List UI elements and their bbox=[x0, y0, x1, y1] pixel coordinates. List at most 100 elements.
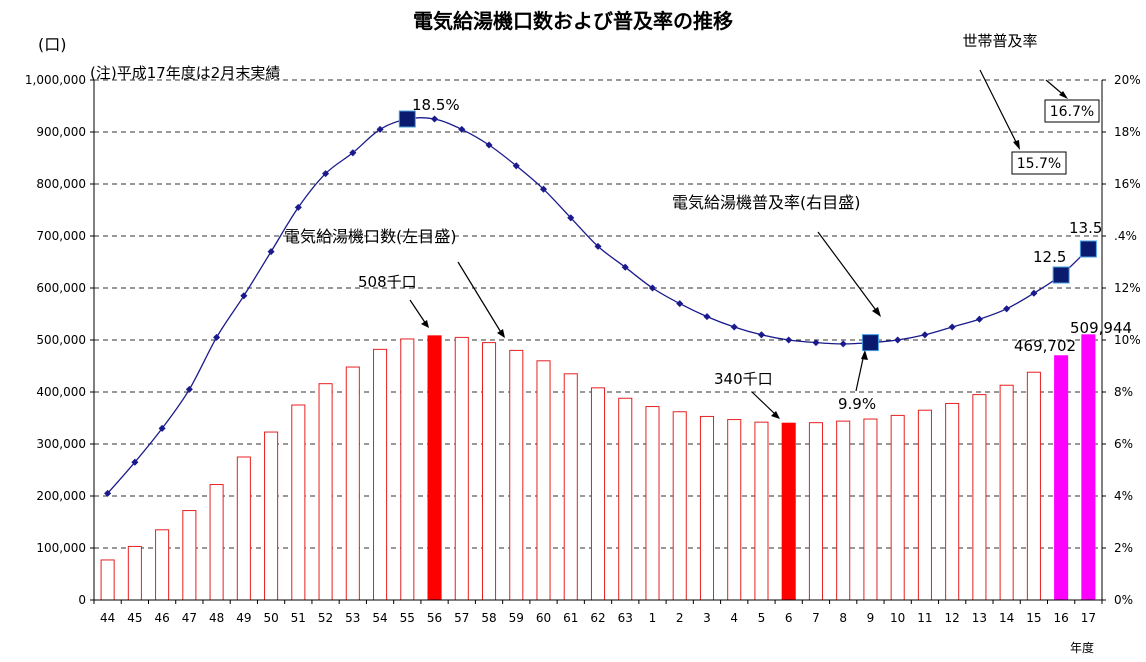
rate-marker bbox=[349, 149, 357, 157]
arrow-min-rate bbox=[855, 353, 865, 392]
rate-marker-large bbox=[398, 110, 416, 128]
x-axis-label: 年度 bbox=[1070, 640, 1094, 655]
bar bbox=[1054, 355, 1069, 601]
axes bbox=[93, 80, 1103, 601]
rate-marker bbox=[376, 125, 384, 133]
x-tick-label: 54 bbox=[372, 611, 387, 625]
chart-note: (注)平成17年度は2月末実績 bbox=[90, 64, 280, 82]
left-axis-unit: (口) bbox=[38, 35, 67, 54]
household-rate-17-box bbox=[1044, 99, 1100, 123]
left-tick-label: 600,000 bbox=[36, 281, 86, 295]
rate-marker bbox=[322, 170, 330, 178]
bar bbox=[345, 366, 360, 601]
x-tick-label: 8 bbox=[839, 611, 847, 625]
rate-marker bbox=[839, 340, 847, 348]
x-tick-label: 45 bbox=[127, 611, 142, 625]
count-17-label: 509,944 bbox=[1070, 319, 1132, 337]
x-tick-label: 49 bbox=[236, 611, 251, 625]
bar bbox=[454, 336, 469, 601]
rate-marker bbox=[1030, 289, 1038, 297]
rate-16-label: 12.5 bbox=[1033, 248, 1066, 266]
x-tick-label: 56 bbox=[427, 611, 442, 625]
rate-marker bbox=[458, 125, 466, 133]
x-tick-label: 10 bbox=[890, 611, 905, 625]
bar bbox=[808, 422, 823, 601]
left-tick-label: 700,000 bbox=[36, 229, 86, 243]
line-series-label: 電気給湯機普及率(右目盛) bbox=[672, 193, 861, 212]
bar bbox=[590, 387, 606, 601]
bar bbox=[699, 415, 715, 601]
x-tick-label: 3 bbox=[703, 611, 711, 625]
rate-marker bbox=[1003, 305, 1011, 313]
rate-marker bbox=[213, 333, 221, 341]
min-rate-label: 9.9% bbox=[838, 395, 876, 413]
bar bbox=[100, 559, 115, 601]
right-axis: 0% 2% 4% 6% 8% 10% 12% .4% 16% 18% 20% bbox=[1102, 73, 1141, 607]
rate-17-label: 13.5 bbox=[1069, 219, 1102, 237]
x-tick-label: 55 bbox=[400, 611, 415, 625]
x-tick-label: 63 bbox=[618, 611, 633, 625]
bar bbox=[509, 349, 524, 601]
right-tick-label: 18% bbox=[1114, 125, 1141, 139]
bar bbox=[917, 409, 932, 601]
right-tick-label: .4% bbox=[1114, 229, 1137, 243]
x-tick-label: 5 bbox=[758, 611, 766, 625]
bar bbox=[427, 335, 442, 601]
chart-title: 電気給湯機口数および普及率の推移 bbox=[413, 9, 733, 33]
left-tick-label: 1,000,000 bbox=[25, 73, 86, 87]
household-rate-16-box bbox=[1011, 151, 1067, 175]
bar bbox=[318, 383, 333, 601]
left-tick-label: 0 bbox=[78, 593, 86, 607]
min-count-label: 340千口 bbox=[714, 370, 773, 388]
rate-marker bbox=[158, 424, 166, 432]
bar bbox=[890, 414, 905, 601]
arrowhead-bar-series bbox=[497, 329, 505, 338]
x-tick-label: 48 bbox=[209, 611, 224, 625]
left-tick-label: 200,000 bbox=[36, 489, 86, 503]
x-tick-label: 61 bbox=[563, 611, 578, 625]
count-16-label: 469,702 bbox=[1014, 337, 1076, 355]
bar bbox=[618, 397, 633, 601]
right-tick-label: 4% bbox=[1114, 489, 1133, 503]
annotations: 18.5% 電気給湯機普及率(右目盛) 電気給湯機口数(左目盛) 508千口 3… bbox=[284, 69, 1132, 419]
x-tick-label: 14 bbox=[999, 611, 1014, 625]
bar bbox=[209, 484, 224, 601]
household-rate-17: 16.7% bbox=[1050, 104, 1094, 120]
rate-marker-large bbox=[1052, 266, 1070, 284]
rate-marker bbox=[131, 458, 139, 466]
right-tick-label: 16% bbox=[1114, 177, 1141, 191]
rate-marker bbox=[539, 185, 548, 193]
right-tick-label: 0% bbox=[1114, 593, 1133, 607]
arrowhead-min-rate bbox=[861, 350, 868, 360]
x-tick-label: 12 bbox=[945, 611, 960, 625]
bar-series bbox=[100, 334, 1096, 601]
x-tick-label: 53 bbox=[345, 611, 360, 625]
rate-marker bbox=[240, 292, 248, 300]
rate-marker bbox=[294, 203, 302, 211]
left-tick-label: 400,000 bbox=[36, 385, 86, 399]
rate-marker bbox=[104, 489, 112, 497]
bar bbox=[373, 348, 388, 601]
bar bbox=[1026, 371, 1041, 601]
rate-marker bbox=[730, 323, 738, 331]
rate-marker-large bbox=[1079, 240, 1097, 258]
line-series bbox=[104, 110, 1097, 497]
peak-count-label: 508千口 bbox=[358, 273, 417, 291]
left-tick-label: 300,000 bbox=[36, 437, 86, 451]
bar bbox=[291, 404, 306, 601]
rate-marker bbox=[948, 323, 956, 331]
arrowhead-peak-count bbox=[421, 320, 429, 328]
x-tick-label: 16 bbox=[1053, 611, 1068, 625]
rate-marker bbox=[485, 141, 493, 149]
arrow-household-16 bbox=[979, 69, 1019, 147]
x-tick-label: 44 bbox=[100, 611, 115, 625]
arrow-peak-count bbox=[409, 299, 427, 325]
bar bbox=[127, 545, 142, 601]
rate-marker bbox=[512, 162, 520, 170]
bar bbox=[563, 373, 578, 601]
arrowhead-line-series bbox=[872, 307, 881, 317]
bar bbox=[754, 421, 769, 601]
bar bbox=[264, 431, 279, 601]
x-tick-label: 51 bbox=[291, 611, 306, 625]
rate-marker bbox=[812, 339, 820, 347]
